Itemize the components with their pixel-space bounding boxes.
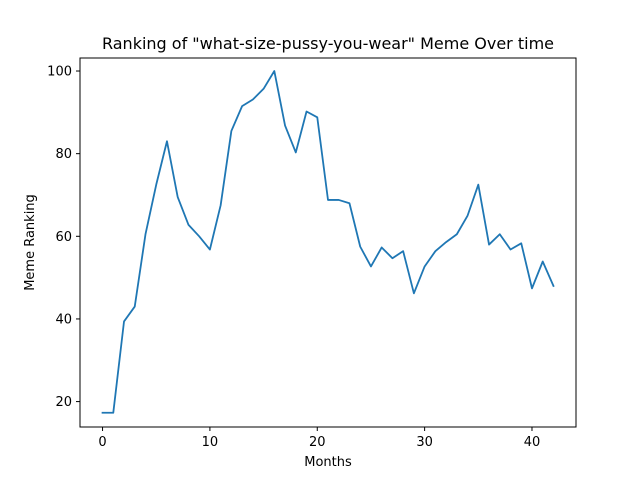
axes-frame [79,57,577,428]
y-tick-label: 60 [55,230,72,245]
series-line [101,70,555,414]
x-tick-label: 10 [202,435,219,450]
plot-area: 0 10 20 30 40 20 40 60 80 100 [47,57,577,450]
y-tick-label: 80 [55,147,72,162]
chart-title: Ranking of "what-size-pussy-you-wear" Me… [102,34,554,53]
x-axis-label: Months [304,455,352,470]
x-tick-label: 30 [416,435,433,450]
y-axis-label: Meme Ranking [23,194,38,291]
y-tick-label: 20 [55,395,72,410]
y-tick-label: 100 [47,65,72,80]
y-tick-label: 40 [55,312,72,327]
x-tick-label: 20 [309,435,326,450]
x-tick-label: 40 [524,435,541,450]
x-tick-label: 0 [98,435,106,450]
